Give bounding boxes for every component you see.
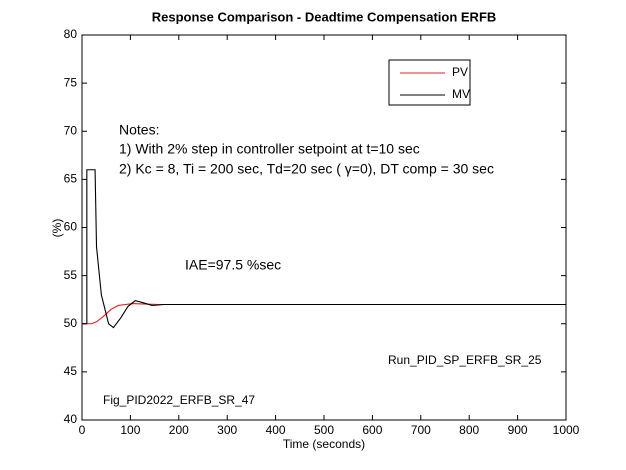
annotation: Notes: [119, 122, 159, 138]
annotation: 1) With 2% step in controller setpoint a… [119, 141, 420, 157]
chart-title: Response Comparison - Deadtime Compensat… [152, 9, 497, 24]
x-tick-label: 100 [120, 423, 140, 437]
x-tick-label: 0 [79, 423, 86, 437]
y-tick-label: 40 [64, 412, 78, 426]
annotation: Fig_PID2022_ERFB_SR_47 [103, 393, 255, 407]
y-tick-label: 60 [64, 220, 78, 234]
x-axis-label: Time (seconds) [283, 437, 365, 451]
y-tick-label: 55 [64, 268, 78, 282]
x-tick-label: 600 [362, 423, 382, 437]
y-tick-label: 65 [64, 172, 78, 186]
series-line [82, 169, 566, 329]
plot-area [81, 34, 567, 421]
y-tick-label: 80 [64, 27, 78, 41]
x-tick-label: 1000 [553, 423, 580, 437]
legend-label: MV [452, 87, 470, 101]
x-tick-label: 800 [459, 423, 479, 437]
x-tick-label: 700 [411, 423, 431, 437]
x-tick-label: 900 [508, 423, 528, 437]
legend-label: PV [452, 65, 468, 79]
x-tick-label: 300 [217, 423, 237, 437]
annotation: Run_PID_SP_ERFB_SR_25 [388, 353, 542, 367]
y-tick-label: 70 [64, 123, 78, 137]
x-tick-label: 400 [266, 423, 286, 437]
annotation: 2) Kc = 8, Ti = 200 sec, Td=20 sec ( γ=0… [119, 161, 494, 177]
y-tick-label: 75 [64, 75, 78, 89]
y-axis-label: (%) [50, 219, 64, 238]
annotation: IAE=97.5 %sec [185, 257, 281, 273]
x-tick-label: 200 [169, 423, 189, 437]
x-tick-label: 500 [314, 423, 334, 437]
legend-box [388, 59, 471, 106]
y-tick-label: 50 [64, 316, 78, 330]
y-tick-label: 45 [64, 364, 78, 378]
